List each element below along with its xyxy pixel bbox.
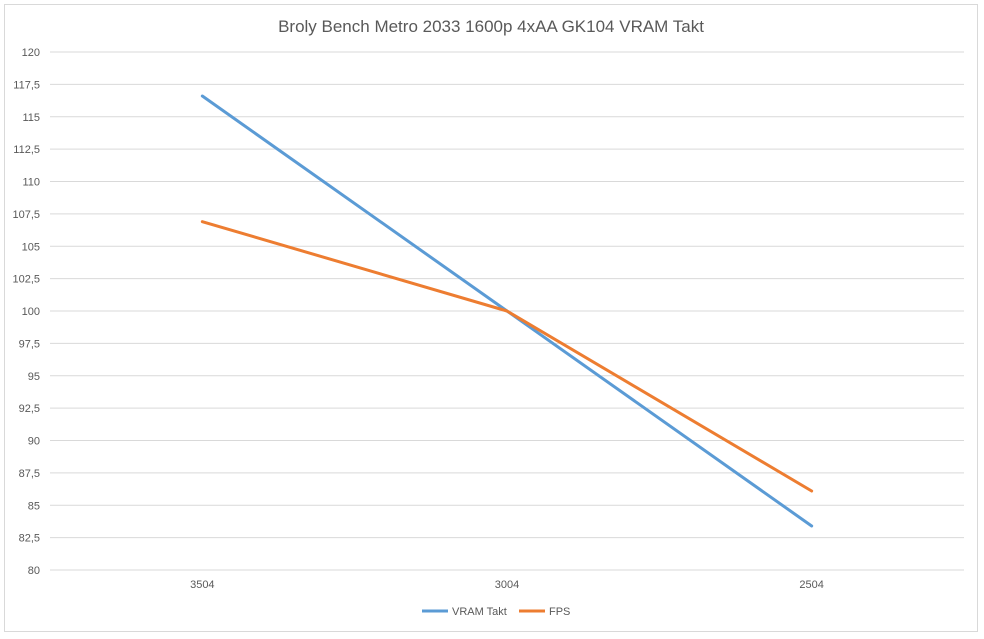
y-tick-label: 102,5 xyxy=(12,274,40,286)
y-tick-label: 100 xyxy=(22,306,40,318)
y-tick-label: 117,5 xyxy=(13,79,40,91)
chart-frame xyxy=(4,4,978,632)
x-tick-label: 3004 xyxy=(495,579,519,591)
y-tick-label: 97,5 xyxy=(19,338,40,350)
y-tick-label: 110 xyxy=(22,177,40,189)
y-tick-label: 85 xyxy=(28,500,40,512)
chart-title: Broly Bench Metro 2033 1600p 4xAA GK104 … xyxy=(278,17,704,36)
y-tick-label: 112,5 xyxy=(13,144,40,156)
x-tick-label: 3504 xyxy=(190,579,214,591)
series-line-1 xyxy=(200,220,814,493)
series-lines xyxy=(200,94,814,528)
y-tick-label: 115 xyxy=(22,112,40,124)
y-tick-label: 90 xyxy=(28,436,40,448)
legend-label: VRAM Takt xyxy=(452,606,507,618)
y-tick-label: 95 xyxy=(28,371,40,383)
legend: VRAM Takt FPS xyxy=(422,606,570,618)
y-tick-label: 105 xyxy=(22,241,40,253)
y-tick-label: 92,5 xyxy=(19,403,40,415)
legend-label: FPS xyxy=(549,606,570,618)
y-tick-label: 120 xyxy=(22,47,40,59)
y-tick-label: 80 xyxy=(28,565,40,577)
x-tick-label: 2504 xyxy=(799,579,823,591)
y-tick-label: 82,5 xyxy=(19,533,40,545)
y-tick-label: 87,5 xyxy=(19,468,40,480)
y-axis-ticks: 80 82,5 85 87,5 90 92,5 95 97,5 100 102,5 105 107,5… xyxy=(12,47,40,577)
y-tick-label: 107,5 xyxy=(12,209,40,221)
x-axis-ticks: 3504 3004 2504 xyxy=(190,579,824,591)
